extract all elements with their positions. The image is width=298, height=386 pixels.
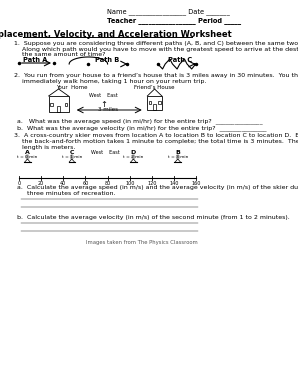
Text: 3.  A cross-country skier moves from location A to location B to location C to l: 3. A cross-country skier moves from loca… bbox=[14, 133, 298, 138]
Bar bbox=[147, 96, 162, 110]
Bar bbox=[57, 106, 60, 112]
Bar bbox=[50, 103, 53, 106]
Text: Path B: Path B bbox=[95, 57, 120, 63]
Text: Images taken from The Physics Classroom: Images taken from The Physics Classroom bbox=[86, 240, 198, 245]
Text: a.  Calculate the average speed (in m/s) and the average velocity (in m/s) of th: a. Calculate the average speed (in m/s) … bbox=[17, 185, 298, 190]
Text: 80: 80 bbox=[105, 181, 111, 186]
Text: D: D bbox=[131, 150, 136, 155]
Text: a.   What was the average speed (in mi/hr) for the entire trip?  _______________: a. What was the average speed (in mi/hr)… bbox=[17, 118, 263, 124]
Bar bbox=[153, 104, 156, 110]
Text: Path C: Path C bbox=[168, 57, 192, 63]
Circle shape bbox=[70, 154, 74, 159]
Text: t = 3 min: t = 3 min bbox=[167, 155, 188, 159]
Text: b.  Calculate the average velocity (in m/s) of the second minute (from 1 to 2 mi: b. Calculate the average velocity (in m/… bbox=[17, 215, 290, 220]
Text: 0: 0 bbox=[17, 181, 20, 186]
Text: Teacher _________________ Period _____: Teacher _________________ Period _____ bbox=[107, 17, 241, 24]
Text: West    East: West East bbox=[89, 93, 118, 98]
Text: Displacement, Velocity, and Acceleration Worksheet: Displacement, Velocity, and Acceleration… bbox=[0, 30, 232, 39]
Text: b.  What was the average velocity (in mi/hr) for the entire trip?  _____________: b. What was the average velocity (in mi/… bbox=[17, 125, 266, 131]
Text: West    East: West East bbox=[91, 150, 119, 155]
Text: Along which path would you have to move with the greatest speed to arrive at the: Along which path would you have to move … bbox=[14, 47, 298, 52]
Text: 3 miles: 3 miles bbox=[97, 107, 118, 112]
Circle shape bbox=[132, 154, 135, 159]
Text: 2.  You run from your house to a friend’s house that is 3 miles away in 30 minut: 2. You run from your house to a friend’s… bbox=[14, 73, 298, 78]
Text: 140: 140 bbox=[170, 181, 179, 186]
Text: t = 1 min: t = 1 min bbox=[62, 155, 82, 159]
Text: Friend’s House: Friend’s House bbox=[134, 85, 175, 90]
Circle shape bbox=[176, 154, 179, 159]
Text: t = 2 min: t = 2 min bbox=[123, 155, 144, 159]
Text: 160: 160 bbox=[192, 181, 201, 186]
Text: the same amount of time?: the same amount of time? bbox=[14, 52, 106, 57]
Text: 120: 120 bbox=[147, 181, 157, 186]
Text: Name _________________ Date _______: Name _________________ Date _______ bbox=[107, 8, 230, 15]
Text: A: A bbox=[25, 150, 30, 155]
Text: the back-and-forth motion takes 1 minute to complete; the total time is 3 minute: the back-and-forth motion takes 1 minute… bbox=[14, 139, 298, 144]
Bar bbox=[49, 96, 69, 112]
Bar bbox=[149, 100, 151, 104]
Bar bbox=[158, 100, 161, 104]
Text: length is meters.: length is meters. bbox=[14, 145, 76, 150]
Text: C: C bbox=[69, 150, 74, 155]
Bar bbox=[65, 103, 67, 106]
Text: t = 0 min: t = 0 min bbox=[17, 155, 38, 159]
Text: 20: 20 bbox=[38, 181, 44, 186]
Text: 100: 100 bbox=[125, 181, 134, 186]
Text: 60: 60 bbox=[82, 181, 89, 186]
Text: ↑: ↑ bbox=[100, 100, 107, 109]
Text: Your  Home: Your Home bbox=[56, 85, 88, 90]
Text: Path A: Path A bbox=[23, 57, 48, 63]
Text: 1.  Suppose you are considering three different paths (A, B, and C) between the : 1. Suppose you are considering three dif… bbox=[14, 41, 298, 46]
Text: immediately walk home, taking 1 hour on your return trip.: immediately walk home, taking 1 hour on … bbox=[14, 79, 207, 84]
Circle shape bbox=[26, 154, 29, 159]
Text: three minutes of recreation.: three minutes of recreation. bbox=[17, 191, 115, 196]
Text: B: B bbox=[175, 150, 180, 155]
Text: 40: 40 bbox=[60, 181, 66, 186]
